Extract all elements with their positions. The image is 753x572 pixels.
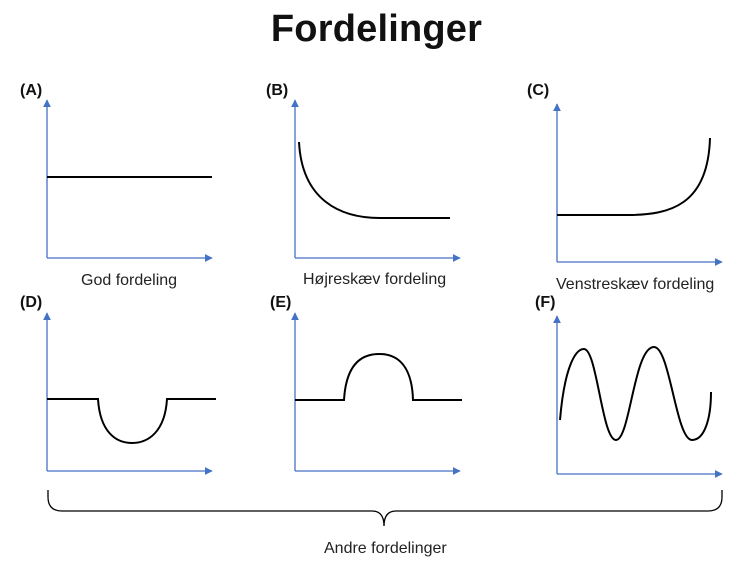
panel-a [43, 99, 213, 262]
panel-b [291, 99, 461, 262]
panel-label-e: (E) [270, 294, 292, 311]
panel-label-b: (B) [266, 82, 289, 99]
panel-e [291, 312, 462, 475]
group-brace [47, 490, 723, 527]
caption-venstreskaev-fordeling: Venstreskæv fordeling [556, 276, 715, 293]
panel-b-curve [298, 141, 450, 219]
panel-e-curve [295, 352, 462, 401]
page-title: Fordelinger [270, 8, 483, 50]
group-caption: Andre fordelinger [324, 540, 447, 557]
panel-c-curve [557, 137, 711, 216]
caption-hojreskaev-fordeling: Højreskæv fordeling [303, 271, 447, 288]
panel-f-curve [559, 345, 712, 442]
panel-d-curve [47, 398, 216, 445]
caption-god-fordeling: God fordeling [81, 272, 178, 289]
panel-c [553, 103, 723, 266]
panel-label-d: (D) [20, 294, 43, 311]
panel-label-f: (F) [535, 294, 556, 311]
panel-label-a: (A) [20, 82, 43, 99]
panel-d [43, 312, 216, 475]
panel-label-c: (C) [527, 82, 550, 99]
panel-f [553, 315, 723, 478]
